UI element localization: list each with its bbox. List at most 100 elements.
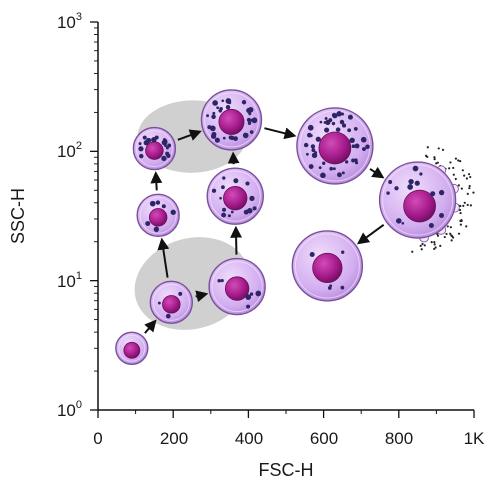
granule: [242, 132, 249, 139]
debris-dot: [443, 235, 446, 239]
cell-4: [136, 193, 180, 238]
granule: [161, 155, 167, 162]
granule: [227, 214, 231, 218]
transition-arrow: [264, 127, 297, 140]
granule: [408, 178, 414, 185]
granule: [341, 112, 345, 116]
granule: [323, 121, 327, 124]
transition-arrow: [227, 151, 240, 165]
granule: [341, 250, 345, 254]
granule: [233, 178, 239, 184]
x-tick-label-1: 200: [160, 429, 188, 448]
debris-dot: [450, 239, 453, 242]
granule: [178, 291, 183, 296]
granule: [221, 99, 225, 103]
granule: [365, 144, 370, 150]
granule: [412, 165, 419, 172]
debris-dot: [448, 167, 451, 170]
cell-0: [115, 331, 149, 365]
debris-dot: [457, 232, 461, 235]
debris-dot: [426, 155, 429, 158]
cell-3: [291, 230, 364, 302]
debris-dot: [450, 234, 453, 237]
granule: [251, 117, 258, 124]
cell-rim: [299, 110, 371, 182]
granule: [360, 136, 367, 143]
debris-dot: [460, 218, 463, 222]
granule: [206, 114, 210, 118]
debris-dot: [466, 203, 469, 207]
granule: [247, 121, 252, 125]
cell-rim: [209, 170, 261, 222]
debris-dot: [452, 166, 455, 170]
debris-dot: [458, 208, 462, 212]
granule: [414, 180, 420, 186]
granule: [216, 106, 220, 110]
granule: [407, 184, 414, 190]
granule: [401, 221, 405, 225]
granule: [241, 100, 247, 105]
granule: [439, 212, 445, 218]
granule: [388, 179, 393, 184]
granule: [142, 135, 147, 140]
granule: [221, 185, 225, 190]
y-tick-label-2: 102: [57, 140, 82, 161]
cell-rim: [211, 261, 263, 313]
transition-arrow: [356, 224, 385, 245]
ticks-layer: [90, 21, 475, 418]
debris-dot: [461, 169, 464, 172]
granule: [305, 152, 309, 156]
granule: [331, 121, 336, 126]
granule: [149, 200, 156, 207]
granule: [151, 137, 157, 143]
granule: [225, 104, 231, 110]
nucleus: [218, 108, 245, 135]
granule: [336, 111, 342, 117]
debris-dot: [439, 244, 442, 247]
granule: [315, 136, 321, 142]
debris-dot: [449, 232, 452, 235]
y-tick-label-0: 100: [57, 399, 82, 420]
granule: [307, 124, 314, 131]
debris-dot: [452, 236, 455, 239]
granule: [361, 147, 366, 152]
granule: [386, 191, 390, 195]
granule: [212, 111, 216, 115]
transition-arrow: [369, 166, 385, 179]
granule: [419, 172, 423, 176]
granule: [319, 120, 323, 124]
granule: [209, 125, 216, 132]
arrows-layer: [144, 127, 385, 334]
granule: [163, 138, 166, 141]
granule: [303, 142, 309, 148]
granule: [222, 207, 227, 212]
granule: [332, 167, 336, 171]
granule: [325, 119, 331, 125]
cell-6: [132, 126, 177, 171]
debris-dot: [433, 156, 436, 159]
granule: [320, 172, 326, 179]
granule: [157, 301, 161, 305]
granule: [311, 148, 316, 153]
granule: [225, 98, 232, 104]
debris-dot: [460, 187, 463, 190]
debris-dot: [435, 162, 438, 165]
granule: [394, 186, 399, 191]
granule: [314, 151, 318, 155]
debris-dot: [454, 157, 458, 160]
granule: [339, 119, 345, 125]
y-tick-label-1: 101: [57, 270, 82, 291]
granule: [322, 161, 326, 165]
granule: [211, 131, 217, 137]
granule: [228, 135, 233, 140]
granule: [165, 313, 171, 319]
cell-1: [149, 280, 194, 325]
nucleus: [123, 341, 141, 359]
x-tick-label-5: 1K: [464, 429, 485, 448]
granule: [354, 143, 360, 149]
debris-dot: [462, 204, 465, 207]
granule: [217, 278, 221, 283]
debris-dot: [465, 177, 468, 180]
transition-arrow: [144, 319, 157, 334]
cell-rim: [382, 164, 454, 236]
